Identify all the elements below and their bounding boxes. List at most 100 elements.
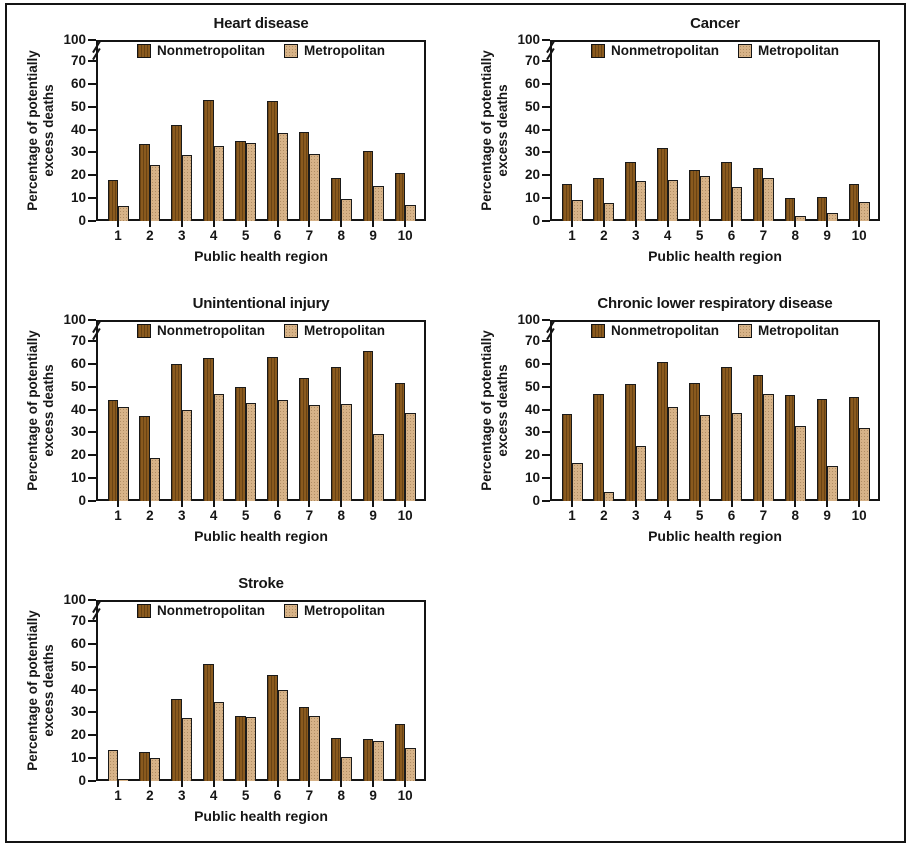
bar-nonmetropolitan-region-2 xyxy=(593,393,604,501)
x-tick-label: 10 xyxy=(397,228,413,243)
x-tick-label: 2 xyxy=(600,228,608,243)
y-tick-label: 50 xyxy=(70,378,86,394)
bar-nonmetropolitan-region-8 xyxy=(784,198,796,221)
x-tick xyxy=(148,501,151,507)
bar-metropolitan-region-6 xyxy=(731,413,742,501)
bar-nonmetropolitan-region-4 xyxy=(203,99,214,221)
y-tick-label: 50 xyxy=(70,98,86,114)
x-tick-label: 3 xyxy=(632,228,640,243)
y-tick-label: 10 xyxy=(524,190,540,206)
bar-metropolitan-region-3 xyxy=(181,718,193,781)
legend-swatch-metropolitan xyxy=(738,323,752,338)
bar-nonmetropolitan-region-2 xyxy=(139,752,150,781)
x-tick-label: 8 xyxy=(791,228,800,243)
x-tick-label: 6 xyxy=(727,508,736,523)
x-tick-label: 7 xyxy=(305,788,314,803)
x-tick xyxy=(826,501,829,507)
bar-metropolitan-region-8 xyxy=(341,199,352,221)
y-tick xyxy=(542,362,550,365)
y-tick xyxy=(542,477,550,480)
bar-metropolitan-region-1 xyxy=(118,206,129,221)
bar-nonmetropolitan-region-6 xyxy=(267,101,278,221)
x-tick-label: 5 xyxy=(695,228,704,243)
y-tick xyxy=(88,60,96,62)
y-tick-label: 20 xyxy=(524,167,540,183)
y-tick xyxy=(88,385,96,388)
legend-label-nonmetropolitan: Nonmetropolitan xyxy=(611,323,719,338)
bar-metropolitan-region-10 xyxy=(859,427,870,501)
bar-nonmetropolitan-region-1 xyxy=(107,750,118,781)
y-tick xyxy=(88,620,96,622)
x-tick xyxy=(762,221,765,227)
y-tick xyxy=(88,340,96,342)
bar-nonmetropolitan-region-6 xyxy=(721,367,732,501)
bar-metropolitan-region-7 xyxy=(309,715,320,781)
x-tick-label: 7 xyxy=(759,228,768,243)
x-tick-label: 7 xyxy=(305,228,314,243)
x-tick xyxy=(212,221,215,227)
bar-nonmetropolitan-region-7 xyxy=(752,168,764,221)
legend: Nonmetropolitan Metropolitan xyxy=(96,42,426,59)
bar-nonmetropolitan-region-1 xyxy=(561,414,572,501)
y-tick xyxy=(542,197,550,200)
x-tick xyxy=(180,501,183,507)
y-tick-label: 20 xyxy=(524,447,540,463)
bar-metropolitan-region-2 xyxy=(603,202,615,221)
x-tick xyxy=(340,221,343,227)
x-tick-label: 5 xyxy=(695,508,704,523)
y-axis-label-line2: excess deaths xyxy=(494,84,510,177)
bar-metropolitan-region-3 xyxy=(635,181,647,221)
x-axis-label: Public health region xyxy=(194,248,328,264)
x-tick xyxy=(340,781,343,787)
plot-area xyxy=(550,320,880,501)
x-tick xyxy=(858,221,861,227)
y-tick xyxy=(542,431,550,434)
bar-metropolitan-region-9 xyxy=(373,185,384,221)
bar-nonmetropolitan-region-5 xyxy=(235,386,246,501)
x-tick-label: 2 xyxy=(600,508,608,523)
legend-swatch-metropolitan xyxy=(738,43,752,58)
x-tick-label: 4 xyxy=(209,508,218,523)
y-axis-label-line2: excess deaths xyxy=(40,644,56,737)
y-tick-label: 40 xyxy=(524,121,540,137)
y-tick xyxy=(88,431,96,434)
x-tick-label: 3 xyxy=(178,788,186,803)
x-tick xyxy=(571,501,573,507)
x-tick xyxy=(117,221,119,227)
y-tick-label: 100 xyxy=(517,32,540,47)
legend-item-metropolitan: Metropolitan xyxy=(284,43,385,58)
bar-nonmetropolitan-region-6 xyxy=(267,357,278,501)
bar-nonmetropolitan-region-10 xyxy=(394,383,406,501)
x-tick xyxy=(858,501,861,507)
y-tick-label: 10 xyxy=(70,470,86,486)
y-tick xyxy=(88,757,96,760)
y-tick xyxy=(542,105,550,108)
plot-area xyxy=(550,40,880,221)
bar-metropolitan-region-10 xyxy=(859,201,870,221)
bar-nonmetropolitan-region-7 xyxy=(298,706,310,781)
bar-metropolitan-region-9 xyxy=(373,741,384,781)
x-tick xyxy=(244,501,247,507)
y-tick-label: 100 xyxy=(517,312,540,327)
bar-metropolitan-region-1 xyxy=(572,463,583,501)
y-tick-label: 60 xyxy=(70,355,86,371)
bar-nonmetropolitan-region-7 xyxy=(298,131,310,221)
x-tick-label: 1 xyxy=(114,508,122,523)
bar-metropolitan-region-5 xyxy=(245,402,257,501)
y-axis-label-line2: excess deaths xyxy=(494,364,510,457)
legend-item-nonmetropolitan: Nonmetropolitan xyxy=(591,323,719,338)
x-tick xyxy=(404,221,407,227)
bar-metropolitan-region-5 xyxy=(245,717,257,781)
x-tick xyxy=(634,501,637,507)
bar-nonmetropolitan-region-1 xyxy=(561,184,572,221)
x-tick xyxy=(276,781,279,787)
y-tick xyxy=(88,39,96,41)
bar-nonmetropolitan-region-2 xyxy=(139,416,150,501)
bar-metropolitan-region-8 xyxy=(795,216,806,221)
legend-swatch-metropolitan xyxy=(284,323,298,338)
x-tick xyxy=(602,221,605,227)
y-tick-label: 100 xyxy=(63,32,86,47)
legend-swatch-nonmetropolitan xyxy=(591,323,605,338)
x-tick-label: 4 xyxy=(663,228,672,243)
x-tick-label: 2 xyxy=(146,508,154,523)
